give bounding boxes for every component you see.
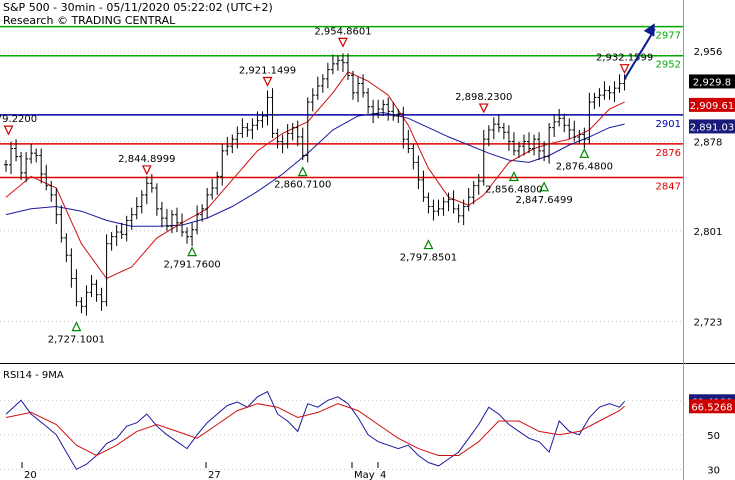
price-axis-badges: 2,929.8 2,909.61 2,891.03	[689, 74, 735, 134]
trough-marker	[71, 321, 82, 332]
price-badge-label: 2,891.03	[690, 122, 735, 133]
date-tick-label: 4	[380, 470, 386, 480]
price-axis-ticks: 2,956 2,878 2,801 2,723	[694, 47, 723, 328]
chart-title: S&P 500 - 30min - 05/11/2020 05:22:02 (U…	[3, 1, 273, 14]
rsi-gridlines	[0, 399, 683, 470]
chart-source: Research © TRADING CENTRAL	[3, 14, 176, 27]
trough-label: 2,797.8501	[400, 253, 457, 264]
rsi-axis-badges: 69.419966.5268	[689, 394, 735, 414]
price-gridlines	[0, 50, 683, 322]
price-tick-label: 2,878	[694, 138, 723, 149]
slow-moving-average	[5, 111, 625, 227]
rsi-lines	[5, 390, 625, 471]
rsi-ma-line	[5, 403, 625, 457]
peak-marker	[262, 76, 273, 87]
peak-label: 2,898.2300	[455, 92, 512, 103]
level-label-2847: 2847	[656, 182, 681, 193]
peak-label: 2,932.1599	[596, 53, 653, 64]
peak-marker	[141, 165, 152, 176]
peak-marker	[619, 64, 630, 75]
level-label-2876: 2876	[656, 148, 681, 159]
price-tick-label: 2,723	[694, 317, 723, 328]
trough-marker	[579, 147, 590, 158]
peak-label: 2,921.1499	[239, 65, 296, 76]
rsi-axis-ticks: 50 30	[707, 431, 720, 477]
peak-marker	[3, 125, 14, 136]
level-label-2977: 2977	[656, 31, 681, 42]
trough-marker	[423, 239, 434, 250]
rsi-badge	[689, 399, 735, 414]
date-tick-label: 27	[208, 470, 221, 480]
rsi-tick-label: 50	[707, 431, 720, 442]
price-annotations: 2,879.2200 2,727.1001 2,844.8999 2,791.7600…	[0, 26, 653, 345]
price-tick-label: 2,801	[694, 227, 723, 238]
trough-label: 2,876.4800	[556, 161, 613, 172]
peak-marker	[478, 103, 489, 114]
moving-averages	[5, 71, 625, 280]
date-tick-label: May	[354, 470, 375, 480]
trough-label: 2,847.6499	[515, 195, 572, 206]
price-bars	[4, 53, 627, 316]
trough-marker	[508, 171, 519, 182]
trough-label: 2,791.7600	[163, 260, 220, 271]
level-label-2952: 2952	[656, 60, 681, 71]
trough-marker	[187, 246, 198, 257]
price-badge	[689, 119, 735, 134]
trough-label: 2,856.4800	[485, 185, 542, 196]
peak-label: 2,879.2200	[0, 114, 37, 125]
rsi-tick-label: 30	[707, 465, 720, 476]
forecast-arrow	[623, 23, 656, 80]
date-tick-label: 20	[24, 470, 37, 480]
level-label-2901: 2901	[656, 119, 681, 130]
price-tick-label: 2,956	[694, 47, 723, 58]
fast-moving-average	[5, 71, 625, 280]
price-badge-label: 2,929.8	[693, 77, 731, 88]
trough-label: 2,860.7100	[274, 180, 331, 191]
trough-marker	[297, 166, 308, 177]
price-badge	[689, 97, 735, 112]
rsi-line	[5, 390, 625, 471]
price-badge-label: 2,909.61	[690, 101, 735, 112]
peak-marker	[337, 37, 348, 48]
support-resistance-levels: 2977 2952 2901 2876 2847	[0, 25, 683, 193]
rsi-title: RSI14 - 9MA	[3, 370, 64, 381]
forecast-arrow-head	[643, 23, 655, 37]
trough-label: 2,727.1001	[48, 335, 105, 346]
forecast-arrow-shaft	[623, 28, 656, 80]
rsi-badge-label: 66.5268	[691, 402, 732, 413]
date-axis-ticks: 20 27 May 4	[21, 462, 386, 480]
trough-marker	[539, 181, 550, 192]
peak-label: 2,954.8601	[314, 26, 371, 37]
peak-label: 2,844.8999	[118, 154, 175, 165]
price-badge	[689, 74, 735, 89]
